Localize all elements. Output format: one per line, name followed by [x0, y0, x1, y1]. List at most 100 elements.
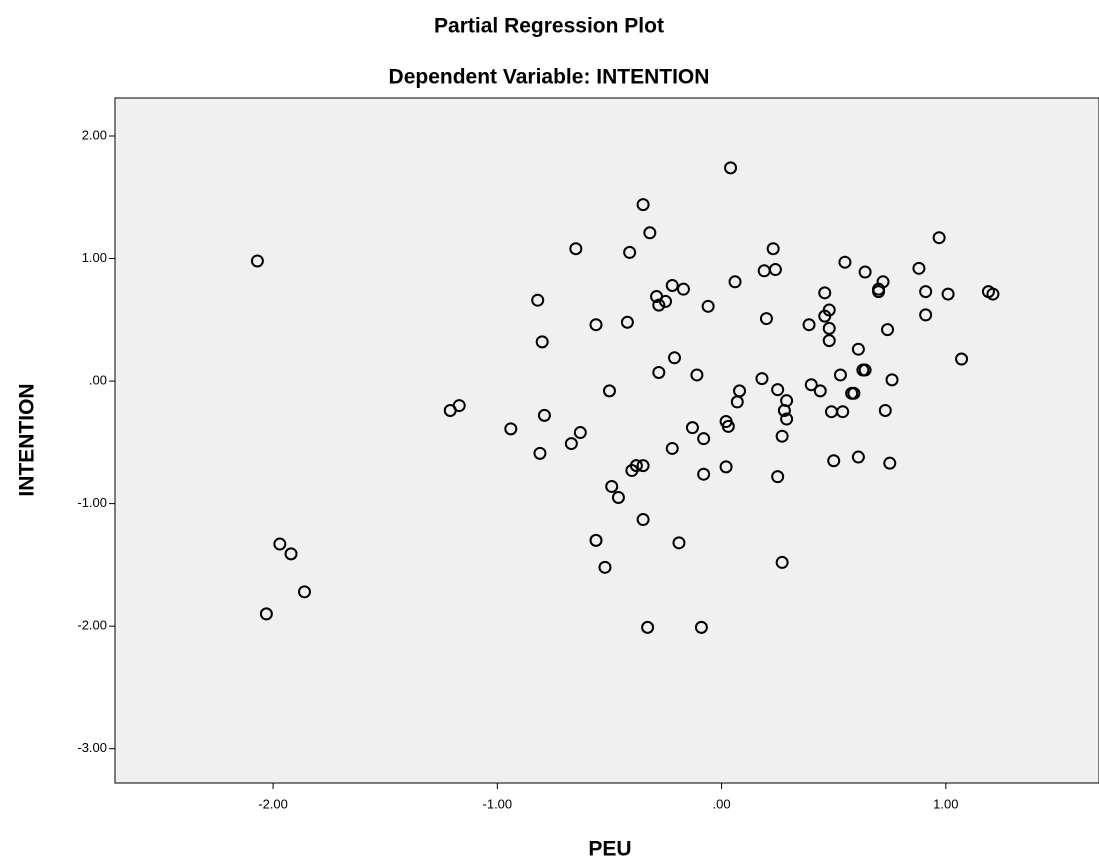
point — [822, 321, 836, 335]
point — [838, 255, 852, 269]
point — [533, 446, 547, 460]
point — [728, 275, 742, 289]
point — [250, 254, 264, 268]
point — [813, 384, 827, 398]
point — [777, 403, 791, 417]
point — [872, 285, 886, 299]
plot-area — [114, 97, 1099, 784]
point — [775, 429, 789, 443]
y-tick-label: .00 — [89, 373, 107, 388]
point — [912, 261, 926, 275]
x-tick-label: -2.00 — [258, 796, 288, 811]
point — [847, 386, 861, 400]
point — [851, 450, 865, 464]
x-tick-label: 1.00 — [933, 796, 958, 811]
point — [766, 242, 780, 256]
y-tick-label: 1.00 — [82, 250, 107, 265]
point — [629, 459, 643, 473]
point — [620, 315, 634, 329]
point — [636, 513, 650, 527]
point — [652, 298, 666, 312]
y-tick-label: -3.00 — [77, 740, 107, 755]
point — [771, 470, 785, 484]
x-tick-label: .00 — [713, 796, 731, 811]
point — [531, 293, 545, 307]
point — [836, 405, 850, 419]
point — [598, 560, 612, 574]
point — [690, 368, 704, 382]
point — [883, 456, 897, 470]
y-tick-label: -2.00 — [77, 618, 107, 633]
point — [694, 620, 708, 634]
point — [986, 287, 1000, 301]
point — [802, 318, 816, 332]
point — [564, 437, 578, 451]
point — [297, 585, 311, 599]
point — [775, 555, 789, 569]
point — [284, 547, 298, 561]
point — [851, 342, 865, 356]
point — [641, 620, 655, 634]
point — [885, 373, 899, 387]
point — [858, 265, 872, 279]
point — [822, 334, 836, 348]
point — [636, 459, 650, 473]
y-tick-label: 2.00 — [82, 127, 107, 142]
point — [771, 383, 785, 397]
point — [667, 351, 681, 365]
point — [652, 365, 666, 379]
point — [537, 408, 551, 422]
point — [780, 412, 794, 426]
point — [919, 308, 933, 322]
point — [881, 323, 895, 337]
point — [818, 286, 832, 300]
point — [589, 533, 603, 547]
point — [955, 352, 969, 366]
point — [932, 231, 946, 245]
point — [672, 536, 686, 550]
point — [602, 384, 616, 398]
x-axis-label: PEU — [588, 838, 631, 861]
point — [535, 335, 549, 349]
x-tick-label: -1.00 — [483, 796, 513, 811]
point — [259, 607, 273, 621]
point — [701, 299, 715, 313]
y-tick-label: -1.00 — [77, 495, 107, 510]
point — [721, 419, 735, 433]
point — [827, 454, 841, 468]
point — [685, 421, 699, 435]
point — [919, 285, 933, 299]
point — [858, 363, 872, 377]
point — [573, 426, 587, 440]
point — [676, 282, 690, 296]
point — [768, 263, 782, 277]
point — [504, 422, 518, 436]
point — [452, 399, 466, 413]
point — [605, 479, 619, 493]
point — [833, 368, 847, 382]
point — [804, 378, 818, 392]
point — [665, 441, 679, 455]
point — [623, 245, 637, 259]
point — [822, 303, 836, 317]
point — [273, 537, 287, 551]
point — [755, 372, 769, 386]
point — [636, 198, 650, 212]
point — [659, 294, 673, 308]
point — [878, 403, 892, 417]
point — [665, 278, 679, 292]
point — [724, 161, 738, 175]
point — [697, 432, 711, 446]
point — [643, 226, 657, 240]
point — [730, 395, 744, 409]
point — [569, 242, 583, 256]
chart-subtitle: Dependent Variable: INTENTION — [389, 66, 710, 89]
point — [759, 312, 773, 326]
y-axis-label: INTENTION — [16, 383, 39, 496]
point — [697, 467, 711, 481]
point — [719, 460, 733, 474]
point — [611, 490, 625, 504]
chart-title: Partial Regression Plot — [434, 15, 664, 38]
